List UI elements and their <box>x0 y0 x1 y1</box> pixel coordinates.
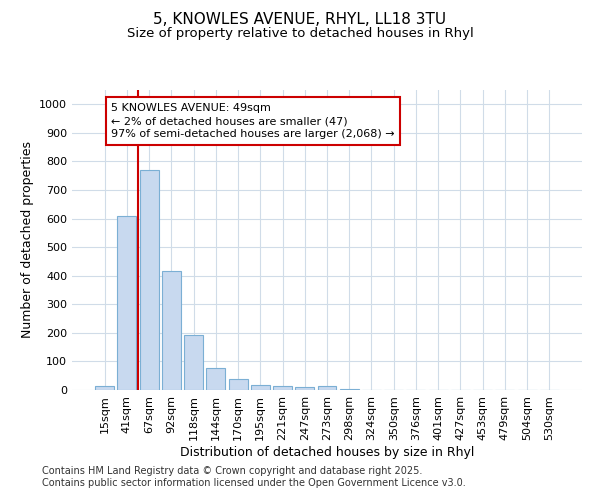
Text: Size of property relative to detached houses in Rhyl: Size of property relative to detached ho… <box>127 28 473 40</box>
Text: 5 KNOWLES AVENUE: 49sqm
← 2% of detached houses are smaller (47)
97% of semi-det: 5 KNOWLES AVENUE: 49sqm ← 2% of detached… <box>112 103 395 140</box>
Bar <box>118 216 136 390</box>
Y-axis label: Number of detached properties: Number of detached properties <box>20 142 34 338</box>
Text: 5, KNOWLES AVENUE, RHYL, LL18 3TU: 5, KNOWLES AVENUE, RHYL, LL18 3TU <box>154 12 446 28</box>
X-axis label: Distribution of detached houses by size in Rhyl: Distribution of detached houses by size … <box>180 446 474 458</box>
Bar <box>162 272 181 390</box>
Bar <box>229 378 248 390</box>
Text: Contains HM Land Registry data © Crown copyright and database right 2025.
Contai: Contains HM Land Registry data © Crown c… <box>42 466 466 487</box>
Bar <box>251 385 270 390</box>
Bar <box>317 386 337 390</box>
Bar <box>273 386 292 390</box>
Bar <box>95 386 114 390</box>
Bar <box>295 387 314 390</box>
Bar <box>340 388 359 390</box>
Bar <box>184 335 203 390</box>
Bar <box>206 368 225 390</box>
Bar <box>140 170 158 390</box>
